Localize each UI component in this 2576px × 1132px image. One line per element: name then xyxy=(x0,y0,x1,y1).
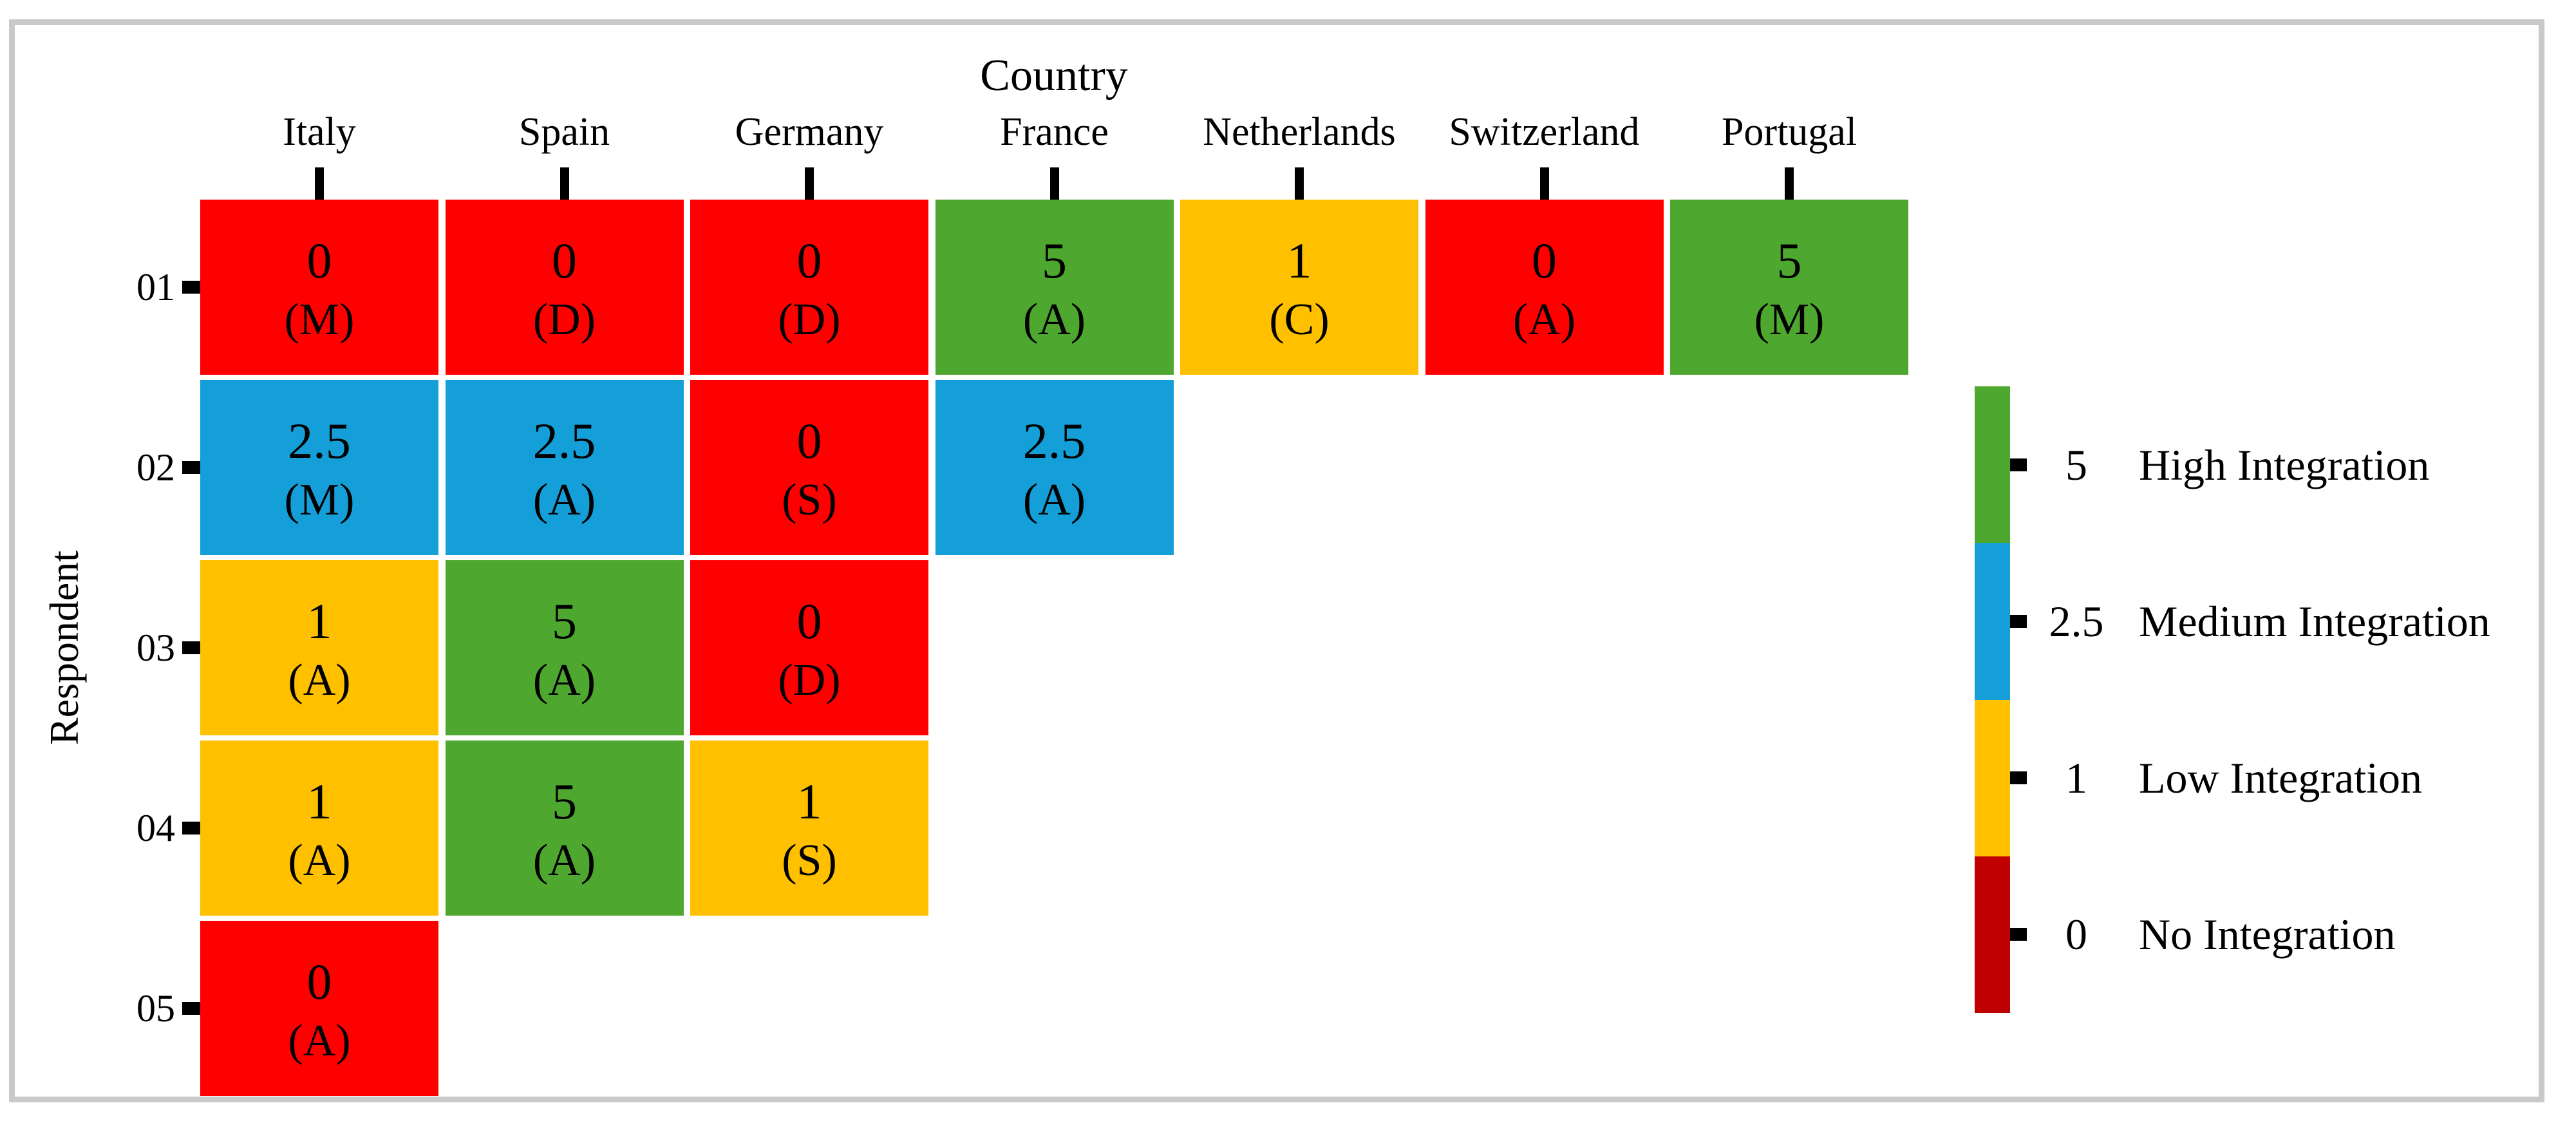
legend-value-no-integration: 0 xyxy=(2065,910,2087,959)
row-tick-03 xyxy=(182,641,200,654)
column-header-spain: Spain xyxy=(518,110,610,154)
heatmap-cell-02-italy: 2.5 (M) xyxy=(200,380,438,555)
heatmap-cell-02-spain: 2.5 (A) xyxy=(445,380,684,555)
heatmap-cell-05-italy: 0 (A) xyxy=(200,921,438,1096)
cell-annotation: (D) xyxy=(778,656,841,705)
heatmap-cell-01-spain: 0 (D) xyxy=(445,200,684,375)
heatmap-cell-04-spain: 5 (A) xyxy=(445,741,684,916)
legend-value-low-integration: 1 xyxy=(2065,753,2087,803)
cell-value: 2.5 xyxy=(1022,413,1086,469)
figure-border xyxy=(9,19,2544,1102)
legend-tick-medium-integration xyxy=(2010,614,2027,628)
cell-annotation: (D) xyxy=(532,295,596,344)
cell-annotation: (A) xyxy=(288,836,351,885)
row-tick-04 xyxy=(182,822,200,835)
cell-annotation: (A) xyxy=(532,475,596,525)
cell-annotation: (A) xyxy=(1022,295,1086,344)
row-label-04: 04 xyxy=(136,807,175,849)
column-header-netherlands: Netherlands xyxy=(1203,110,1396,154)
cell-annotation: (A) xyxy=(532,836,596,885)
heatmap-cell-04-germany: 1 (S) xyxy=(690,741,928,916)
heatmap-cell-01-switzerland: 0 (A) xyxy=(1425,200,1664,375)
cell-value: 0 xyxy=(306,954,332,1010)
column-header-italy: Italy xyxy=(283,110,356,154)
cell-value: 2.5 xyxy=(532,413,596,469)
legend-label-medium-integration: Medium Integration xyxy=(2139,596,2490,646)
heatmap-cell-02-germany: 0 (S) xyxy=(690,380,928,555)
column-header-portugal: Portugal xyxy=(1721,110,1857,154)
column-tick-germany xyxy=(805,167,814,200)
column-header-france: France xyxy=(1000,110,1109,154)
column-header-germany: Germany xyxy=(735,110,884,154)
cell-value: 0 xyxy=(796,413,822,469)
cell-annotation: (M) xyxy=(284,475,355,525)
heatmap-cell-01-germany: 0 (D) xyxy=(690,200,928,375)
heatmap-cell-03-italy: 1 (A) xyxy=(200,560,438,735)
cell-annotation: (A) xyxy=(288,1016,351,1066)
legend-tick-low-integration xyxy=(2010,771,2027,785)
legend-swatch-low-integration xyxy=(1975,699,2010,856)
column-tick-switzerland xyxy=(1539,167,1549,200)
cell-annotation: (M) xyxy=(284,295,355,344)
cell-value: 0 xyxy=(306,232,332,288)
row-label-01: 01 xyxy=(136,266,175,308)
heatmap-cell-03-spain: 5 (A) xyxy=(445,560,684,735)
cell-value: 5 xyxy=(552,593,577,649)
cell-value: 0 xyxy=(1532,232,1557,288)
cell-annotation: (M) xyxy=(1754,295,1825,344)
legend-swatch-no-integration xyxy=(1975,856,2010,1013)
legend-label-low-integration: Low Integration xyxy=(2139,753,2422,803)
row-label-02: 02 xyxy=(136,446,175,489)
legend-value-medium-integration: 2.5 xyxy=(2049,596,2104,646)
row-label-03: 03 xyxy=(136,627,175,669)
column-header-switzerland: Switzerland xyxy=(1449,110,1640,154)
legend-swatch-medium-integration xyxy=(1975,543,2010,700)
heatmap-cell-01-italy: 0 (M) xyxy=(200,200,438,375)
column-tick-netherlands xyxy=(1295,167,1304,200)
cell-value: 5 xyxy=(1776,232,1802,288)
heatmap-cell-04-italy: 1 (A) xyxy=(200,741,438,916)
heatmap-cell-01-france: 5 (A) xyxy=(935,200,1174,375)
x-axis-title: Country xyxy=(980,51,1128,100)
cell-value: 2.5 xyxy=(288,413,351,469)
cell-annotation: (A) xyxy=(532,656,596,705)
heatmap-cell-02-france: 2.5 (A) xyxy=(935,380,1174,555)
legend-tick-high-integration xyxy=(2010,458,2027,471)
cell-annotation: (D) xyxy=(778,295,841,344)
heatmap-cell-01-portugal: 5 (M) xyxy=(1670,200,1908,375)
cell-value: 1 xyxy=(1286,232,1312,288)
column-tick-spain xyxy=(559,167,569,200)
legend-tick-no-integration xyxy=(2010,928,2027,941)
cell-annotation: (S) xyxy=(782,836,837,885)
column-tick-italy xyxy=(315,167,324,200)
cell-annotation: (A) xyxy=(1512,295,1576,344)
column-tick-france xyxy=(1049,167,1059,200)
legend-label-no-integration: No Integration xyxy=(2139,910,2396,959)
row-tick-05 xyxy=(182,1002,200,1015)
legend-swatch-high-integration xyxy=(1975,386,2010,543)
cell-value: 1 xyxy=(306,773,332,829)
heatmap-cell-01-netherlands: 1 (C) xyxy=(1180,200,1418,375)
cell-annotation: (A) xyxy=(288,656,351,705)
cell-annotation: (A) xyxy=(1022,475,1086,525)
row-tick-02 xyxy=(182,461,200,474)
cell-value: 0 xyxy=(552,232,577,288)
cell-annotation: (S) xyxy=(782,475,837,525)
cell-value: 0 xyxy=(796,593,822,649)
heatmap-cell-03-germany: 0 (D) xyxy=(690,560,928,735)
row-label-05: 05 xyxy=(136,987,175,1030)
cell-annotation: (C) xyxy=(1269,295,1330,344)
cell-value: 5 xyxy=(552,773,577,829)
cell-value: 0 xyxy=(796,232,822,288)
cell-value: 1 xyxy=(796,773,822,829)
row-tick-01 xyxy=(182,281,200,294)
cell-value: 5 xyxy=(1042,232,1067,288)
column-tick-portugal xyxy=(1785,167,1794,200)
legend-label-high-integration: High Integration xyxy=(2139,440,2430,489)
cell-value: 1 xyxy=(306,593,332,649)
legend-value-high-integration: 5 xyxy=(2065,440,2087,489)
